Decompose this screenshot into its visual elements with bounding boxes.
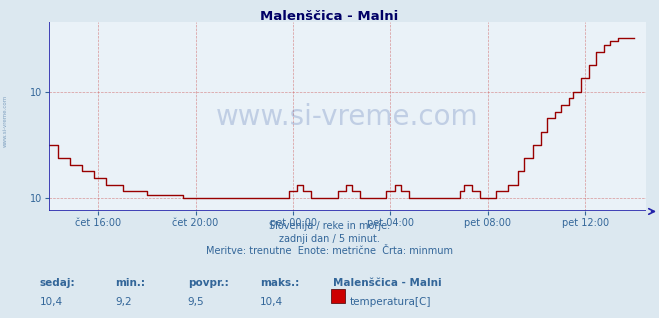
Text: sedaj:: sedaj: (40, 278, 75, 288)
Text: zadnji dan / 5 minut.: zadnji dan / 5 minut. (279, 234, 380, 244)
Text: min.:: min.: (115, 278, 146, 288)
Text: 9,5: 9,5 (188, 297, 204, 307)
Text: povpr.:: povpr.: (188, 278, 229, 288)
Text: Malenščica - Malni: Malenščica - Malni (333, 278, 442, 288)
Text: temperatura[C]: temperatura[C] (349, 297, 431, 307)
Text: 10,4: 10,4 (260, 297, 283, 307)
Text: Meritve: trenutne  Enote: metrične  Črta: minmum: Meritve: trenutne Enote: metrične Črta: … (206, 246, 453, 256)
Text: maks.:: maks.: (260, 278, 300, 288)
Text: 9,2: 9,2 (115, 297, 132, 307)
Text: www.si-vreme.com: www.si-vreme.com (216, 103, 479, 131)
Text: Malenščica - Malni: Malenščica - Malni (260, 10, 399, 23)
Text: 10,4: 10,4 (40, 297, 63, 307)
Text: www.si-vreme.com: www.si-vreme.com (3, 95, 8, 147)
Text: Slovenija / reke in morje.: Slovenija / reke in morje. (269, 221, 390, 231)
